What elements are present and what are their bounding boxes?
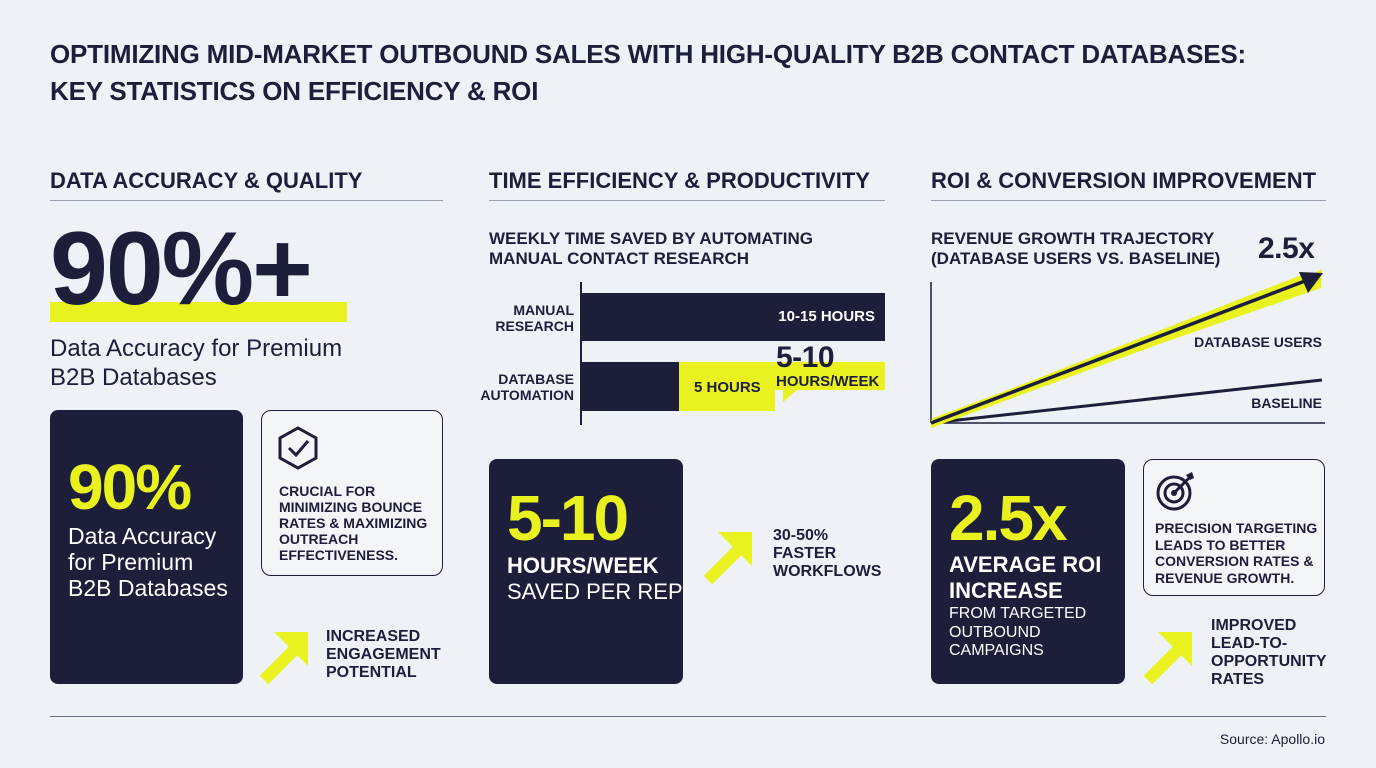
note-line: 30-50% bbox=[773, 527, 829, 544]
section-header-data-accuracy: DATA ACCURACY & QUALITY bbox=[50, 168, 443, 201]
chart-title-line: (DATABASE USERS VS. BASELINE) bbox=[931, 249, 1221, 268]
section-header-roi: ROI & CONVERSION IMPROVEMENT bbox=[931, 168, 1326, 201]
bar-chart-axis bbox=[580, 282, 582, 425]
bar-chart-title: WEEKLY TIME SAVED BY AUTOMATING MANUAL C… bbox=[489, 229, 813, 269]
target-icon bbox=[1156, 472, 1194, 511]
hero-value: 90%+ bbox=[50, 211, 313, 327]
chart-title-line: MANUAL CONTACT RESEARCH bbox=[489, 249, 750, 268]
callout-line: PRECISION TARGETING bbox=[1155, 520, 1318, 536]
card-line: AVERAGE ROI bbox=[949, 552, 1102, 577]
card-bold-text: AVERAGE ROI INCREASE bbox=[949, 552, 1101, 604]
bar-time-saved: 5 HOURS bbox=[679, 362, 775, 411]
note-line: WORKFLOWS bbox=[773, 563, 882, 580]
bar-manual-research: 10-15 HOURS bbox=[582, 293, 885, 341]
card-value: 5-10 bbox=[507, 482, 629, 554]
caption-line: B2B Databases bbox=[50, 364, 217, 391]
callout-text: PRECISION TARGETING LEADS TO BETTER CONV… bbox=[1155, 520, 1317, 586]
card-line: INCREASE bbox=[949, 578, 1063, 603]
card-line: for Premium bbox=[68, 549, 194, 575]
callout-accuracy: CRUCIAL FOR MINIMIZING BOUNCE RATES & MA… bbox=[261, 410, 443, 576]
callout-line: RATES & MAXIMIZING bbox=[279, 515, 428, 531]
series-baseline-line bbox=[930, 378, 1323, 425]
callout-line: EFFECTIVENESS. bbox=[279, 547, 399, 563]
stat-card-time: 5-10 HOURS/WEEK SAVED PER REP bbox=[489, 459, 683, 684]
card-text: Data Accuracy for Premium B2B Databases bbox=[68, 523, 228, 601]
category-label: MANUAL RESEARCH bbox=[470, 302, 574, 334]
card-value: 90% bbox=[68, 451, 192, 523]
callout-line: REVENUE GROWTH. bbox=[1155, 569, 1295, 586]
stat-card-roi: 2.5x AVERAGE ROI INCREASE FROM TARGETED … bbox=[931, 459, 1125, 684]
callout-text: CRUCIAL FOR MINIMIZING BOUNCE RATES & MA… bbox=[279, 483, 427, 563]
series-label-database-users: DATABASE USERS bbox=[1194, 334, 1322, 350]
arrow-up-right-icon bbox=[1143, 632, 1192, 685]
arrow-up-right-icon bbox=[259, 632, 308, 685]
note-workflows: 30-50% FASTER WORKFLOWS bbox=[773, 527, 881, 581]
source-text: Source: Apollo.io bbox=[1219, 731, 1325, 747]
card-line: Data Accuracy bbox=[68, 523, 217, 549]
category-line: DATABASE bbox=[498, 371, 574, 387]
page-title: OPTIMIZING MID-MARKET OUTBOUND SALES WIT… bbox=[50, 36, 1246, 110]
footer-divider bbox=[50, 716, 1326, 717]
stat-card-accuracy: 90% Data Accuracy for Premium B2B Databa… bbox=[50, 410, 243, 684]
bar-database-automation bbox=[582, 362, 679, 411]
callout-targeting: PRECISION TARGETING LEADS TO BETTER CONV… bbox=[1143, 459, 1325, 596]
chart-title-line: REVENUE GROWTH TRAJECTORY bbox=[931, 229, 1215, 248]
note-lead-to-opportunity: IMPROVED LEAD-TO- OPPORTUNITY RATES bbox=[1211, 617, 1327, 689]
caption-line: Data Accuracy for Premium bbox=[50, 335, 343, 362]
shield-check-icon bbox=[278, 426, 318, 470]
note-line: FASTER bbox=[773, 545, 837, 562]
series-label-baseline: BASELINE bbox=[1251, 395, 1322, 411]
category-line: RESEARCH bbox=[495, 318, 574, 334]
card-line: HOURS/WEEK bbox=[507, 553, 659, 578]
title-line: OPTIMIZING MID-MARKET OUTBOUND SALES WIT… bbox=[50, 39, 1246, 69]
card-line: FROM TARGETED bbox=[949, 605, 1087, 622]
series-database-users-line bbox=[930, 279, 1306, 425]
note-line: ENGAGEMENT bbox=[326, 646, 441, 663]
callout-line: MINIMIZING BOUNCE bbox=[279, 499, 423, 515]
note-line: POTENTIAL bbox=[326, 664, 417, 681]
saved-unit: HOURS/WEEK bbox=[776, 373, 880, 390]
note-line: IMPROVED bbox=[1211, 617, 1297, 634]
section-header-time-efficiency: TIME EFFICIENCY & PRODUCTIVITY bbox=[489, 168, 885, 201]
card-value: 2.5x bbox=[949, 482, 1068, 554]
card-line: CAMPAIGNS bbox=[949, 642, 1044, 659]
callout-line: CONVERSION RATES & bbox=[1155, 553, 1314, 569]
note-line: LEAD-TO- bbox=[1211, 635, 1288, 652]
bar-label: 10-15 HOURS bbox=[778, 308, 875, 325]
highlight-bar bbox=[50, 302, 347, 322]
category-line: AUTOMATION bbox=[480, 387, 574, 403]
callout-line: OUTREACH bbox=[279, 531, 359, 547]
line-chart-title: REVENUE GROWTH TRAJECTORY (DATABASE USER… bbox=[931, 229, 1220, 269]
callout-line: CRUCIAL FOR bbox=[279, 483, 376, 499]
category-label: DATABASE AUTOMATION bbox=[470, 371, 574, 403]
note-line: INCREASED bbox=[326, 628, 421, 645]
line-chart bbox=[930, 269, 1325, 428]
callout-line: LEADS TO BETTER bbox=[1155, 536, 1286, 553]
chart-title-line: WEEKLY TIME SAVED BY AUTOMATING bbox=[489, 229, 813, 248]
arrow-up-right-icon bbox=[703, 532, 752, 585]
card-line: SAVED PER REP bbox=[507, 579, 683, 604]
bar-label: 5 HOURS bbox=[694, 379, 761, 396]
arrowhead bbox=[1299, 272, 1323, 293]
end-label: 2.5x bbox=[1258, 232, 1315, 265]
card-line: B2B Databases bbox=[68, 575, 228, 601]
category-line: MANUAL bbox=[513, 302, 574, 318]
saved-callout-bubble bbox=[775, 362, 885, 402]
hero-caption: Data Accuracy for Premium B2B Databases bbox=[50, 334, 342, 392]
note-line: RATES bbox=[1211, 671, 1265, 688]
card-text: FROM TARGETED OUTBOUND CAMPAIGNS bbox=[949, 605, 1086, 661]
title-line: KEY STATISTICS ON EFFICIENCY & ROI bbox=[50, 76, 539, 106]
note-line: OPPORTUNITY bbox=[1211, 653, 1327, 670]
card-line: OUTBOUND bbox=[949, 623, 1041, 641]
note-engagement: INCREASED ENGAGEMENT POTENTIAL bbox=[326, 628, 441, 682]
saved-value: 5-10 bbox=[776, 341, 835, 374]
